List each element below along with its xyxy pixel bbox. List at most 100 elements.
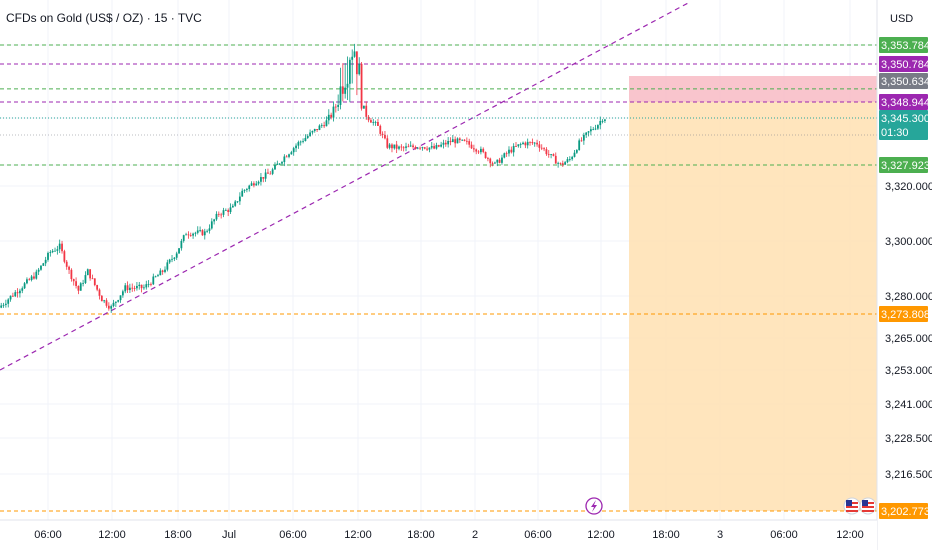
time-tick-label: 3 — [717, 529, 723, 541]
candle-body — [393, 144, 396, 149]
candle-body — [180, 240, 183, 249]
time-tick-label: 06:00 — [524, 529, 552, 541]
short-position-tool[interactable] — [629, 76, 877, 511]
candle-body — [536, 142, 538, 145]
marker-label-gray: 3,350.634 — [881, 76, 930, 88]
candle-body — [257, 181, 260, 184]
candle-body — [276, 163, 279, 165]
candle-body — [255, 183, 258, 186]
candle-body — [454, 139, 457, 144]
candle-body — [187, 234, 190, 236]
candle-body — [320, 125, 323, 126]
candle-body — [0, 305, 3, 308]
candle-body — [381, 133, 384, 135]
trendline[interactable] — [0, 1, 691, 371]
candle-body — [391, 144, 393, 149]
candle-body — [433, 146, 435, 149]
candle-body — [281, 162, 283, 164]
candle-body — [44, 259, 47, 264]
candle-body — [37, 269, 40, 272]
candle-body — [285, 156, 288, 158]
candle-body — [47, 252, 49, 260]
candle-body — [269, 173, 272, 175]
time-tick-label: 12:00 — [344, 529, 372, 541]
trendline-segment — [0, 1, 691, 371]
candle-body — [426, 148, 428, 150]
candle-body — [96, 285, 99, 290]
candle-body — [16, 292, 19, 294]
us-flag-event-icon[interactable] — [859, 497, 877, 515]
price-tick-label: 3,241.000 — [885, 399, 932, 411]
current-price-label-bg — [879, 110, 928, 140]
candle-body — [210, 221, 213, 229]
currency-label[interactable]: USD — [890, 13, 914, 25]
candle-body — [131, 287, 134, 289]
level-label-green: 3,327.923 — [881, 160, 930, 172]
candle-body — [533, 142, 536, 144]
candle-body — [552, 154, 555, 156]
symbol-title[interactable]: CFDs on Gold (US$ / OZ) · 15 · TVC — [6, 11, 202, 25]
candle-body — [341, 86, 344, 94]
time-axis-bg[interactable] — [0, 520, 877, 550]
candle-body — [227, 210, 230, 213]
price-axis-bg[interactable] — [877, 0, 932, 550]
candle-body — [505, 153, 508, 155]
candle-body — [327, 114, 330, 121]
candle-body — [348, 59, 351, 84]
level-label-purple-bg — [879, 94, 928, 110]
candle-body — [229, 207, 232, 213]
candle-body — [405, 146, 407, 148]
candle-body — [487, 158, 489, 159]
candle-body — [384, 134, 386, 139]
candle-body — [33, 276, 35, 279]
candle-body — [105, 300, 108, 306]
candle-body — [297, 142, 300, 146]
candle-body — [91, 278, 94, 280]
candle-body — [7, 299, 10, 304]
candle-body — [330, 114, 333, 118]
candle-body — [248, 185, 251, 189]
us-flag-event-icon[interactable] — [843, 497, 861, 515]
candle-body — [194, 232, 197, 234]
candle-body — [395, 144, 398, 149]
candle-body — [358, 63, 361, 75]
candle-body — [75, 281, 77, 286]
candle-body — [26, 279, 28, 284]
candle-body — [157, 275, 159, 277]
candle-body — [524, 142, 527, 146]
candle-body — [512, 146, 515, 153]
candle-body — [580, 140, 583, 142]
candle-body — [100, 295, 103, 302]
candle-body — [360, 63, 363, 109]
candle-body — [199, 230, 201, 231]
candle-body — [463, 139, 466, 141]
time-tick-label: Jul — [222, 529, 236, 541]
candle-body — [271, 169, 274, 174]
candle-body — [529, 141, 531, 143]
candle-body — [587, 131, 590, 133]
time-tick-label: 06:00 — [279, 529, 307, 541]
candle-body — [461, 139, 464, 141]
candle-body — [86, 269, 89, 276]
candle-body — [253, 183, 255, 186]
candle-body — [28, 279, 31, 281]
level-label-green: 3,353.784 — [881, 40, 930, 52]
price-tick-label: 3,320.000 — [885, 181, 932, 193]
candle-body — [236, 201, 239, 203]
candle-body — [419, 147, 421, 149]
candle-body — [334, 106, 337, 108]
candle-body — [428, 147, 431, 150]
candle-body — [337, 104, 340, 107]
candle-body — [215, 213, 218, 220]
candle-body — [189, 235, 192, 236]
candle-body — [4, 303, 7, 305]
candle-body — [79, 283, 82, 291]
lightning-event-icon[interactable] — [585, 497, 603, 515]
candle-body — [107, 305, 110, 309]
candle-body — [40, 265, 42, 270]
candle-body — [178, 248, 180, 254]
candle-body — [61, 243, 63, 252]
candle-body — [526, 141, 529, 146]
candle-body — [292, 148, 295, 153]
